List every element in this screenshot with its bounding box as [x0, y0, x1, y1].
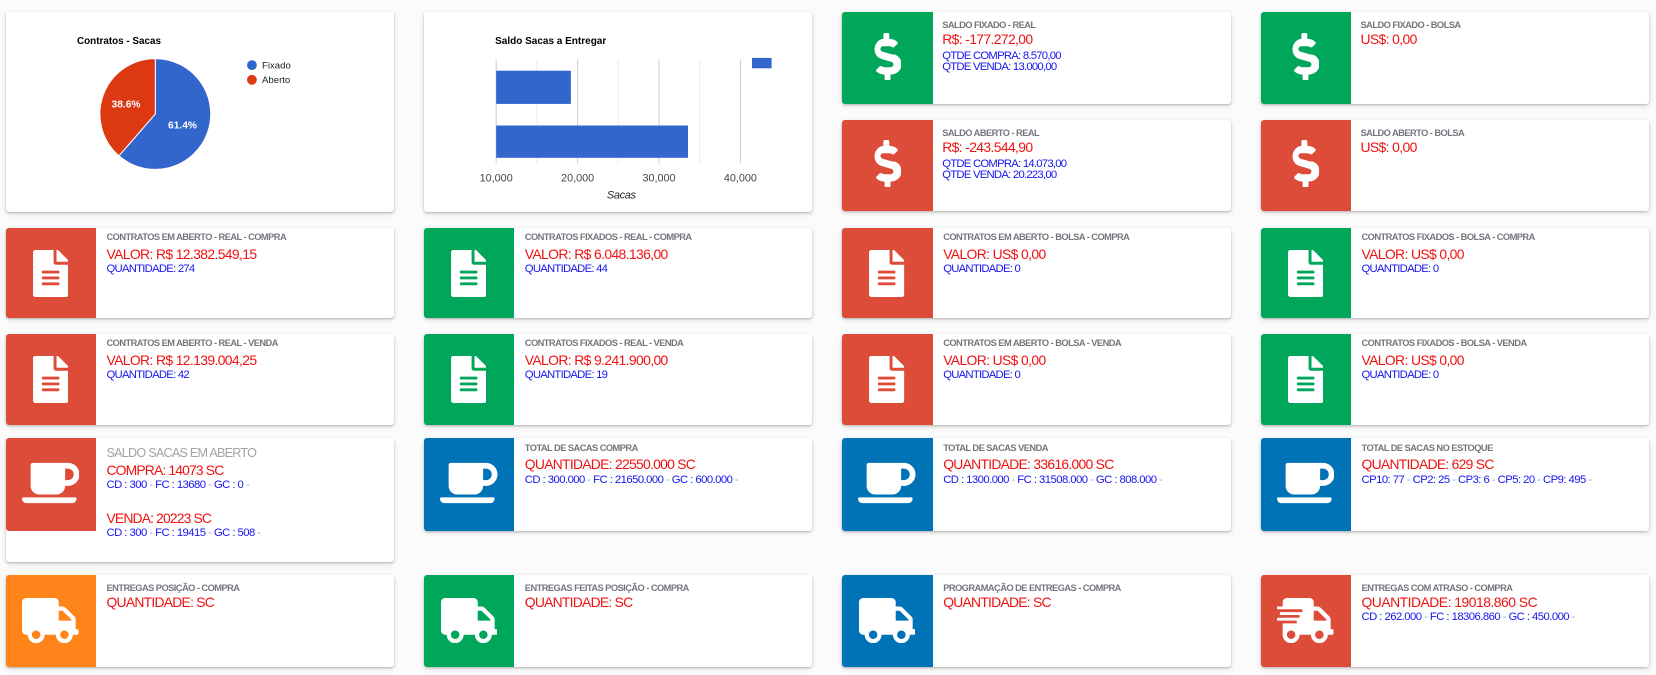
svg-text:40,000: 40,000 [724, 173, 757, 185]
svg-text:Aberto: Aberto [262, 75, 290, 86]
svg-text:Fixado: Fixado [262, 60, 291, 71]
svg-text:38.6%: 38.6% [111, 100, 140, 111]
svg-text:30,000: 30,000 [642, 173, 675, 185]
svg-text:20,000: 20,000 [561, 173, 594, 185]
svg-text:Sacas: Sacas [607, 189, 637, 201]
svg-text:61.4%: 61.4% [168, 121, 197, 132]
svg-text:10,000: 10,000 [479, 173, 512, 185]
